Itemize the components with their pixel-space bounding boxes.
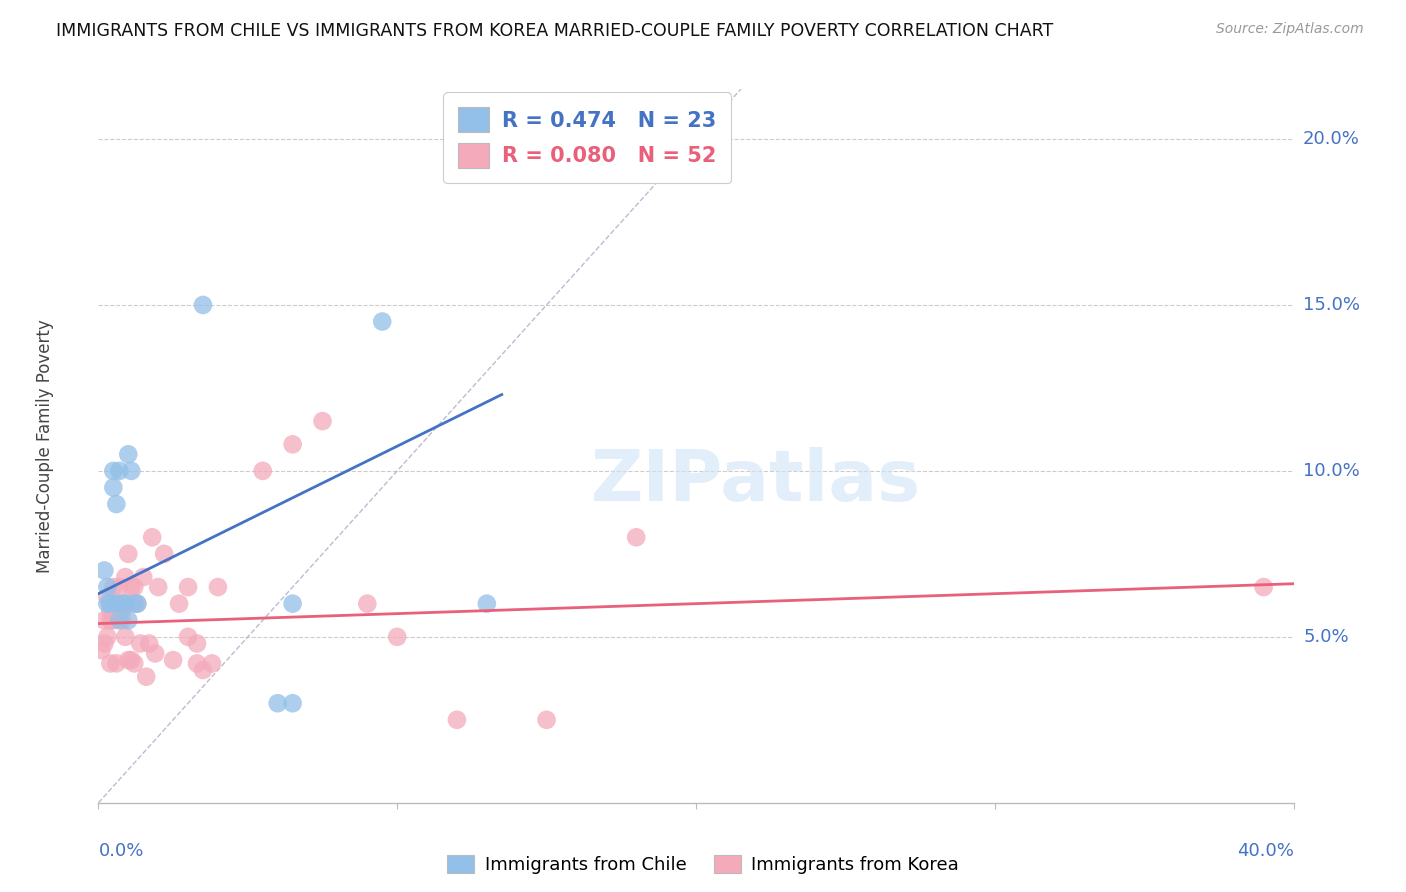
Text: ZIPatlas: ZIPatlas — [591, 447, 921, 516]
Point — [117, 447, 139, 461]
Point — [191, 663, 214, 677]
Point — [120, 653, 142, 667]
Point — [267, 696, 290, 710]
Point — [148, 580, 170, 594]
Point — [120, 580, 142, 594]
Point — [103, 464, 125, 478]
Point — [117, 547, 139, 561]
Point — [111, 597, 134, 611]
Text: 0.0%: 0.0% — [98, 842, 143, 860]
Point — [103, 481, 125, 495]
Point — [105, 597, 128, 611]
Point — [117, 653, 139, 667]
Text: 20.0%: 20.0% — [1303, 130, 1360, 148]
Point — [124, 597, 146, 611]
Point — [120, 464, 142, 478]
Point — [129, 636, 152, 650]
Point — [446, 713, 468, 727]
Point — [108, 613, 131, 627]
Point — [105, 597, 128, 611]
Point — [124, 580, 146, 594]
Point — [371, 314, 394, 328]
Point — [141, 530, 163, 544]
Point — [96, 597, 118, 611]
Point — [108, 464, 131, 478]
Text: 15.0%: 15.0% — [1303, 296, 1360, 314]
Point — [103, 580, 125, 594]
Text: Source: ZipAtlas.com: Source: ZipAtlas.com — [1216, 22, 1364, 37]
Legend: R = 0.474   N = 23, R = 0.080   N = 52: R = 0.474 N = 23, R = 0.080 N = 52 — [443, 93, 731, 183]
Point — [167, 597, 190, 611]
Point — [114, 597, 136, 611]
Point — [177, 630, 200, 644]
Point — [103, 613, 125, 627]
Point — [475, 597, 498, 611]
Point — [114, 597, 136, 611]
Point — [536, 713, 558, 727]
Point — [98, 657, 122, 671]
Text: 40.0%: 40.0% — [1237, 842, 1294, 860]
Point — [114, 570, 136, 584]
Point — [114, 630, 136, 644]
Point — [186, 657, 208, 671]
Point — [207, 580, 229, 594]
Point — [252, 464, 274, 478]
Text: Married-Couple Family Poverty: Married-Couple Family Poverty — [35, 319, 53, 573]
Point — [96, 590, 118, 604]
Point — [93, 564, 115, 578]
Point — [124, 657, 146, 671]
Point — [132, 570, 155, 584]
Point — [1253, 580, 1275, 594]
Point — [281, 437, 304, 451]
Point — [281, 696, 304, 710]
Point — [311, 414, 333, 428]
Point — [111, 603, 134, 617]
Point — [117, 613, 139, 627]
Point — [143, 647, 166, 661]
Point — [624, 530, 647, 544]
Point — [93, 613, 115, 627]
Point — [93, 636, 115, 650]
Point — [127, 597, 149, 611]
Point — [96, 630, 118, 644]
Legend: Immigrants from Chile, Immigrants from Korea: Immigrants from Chile, Immigrants from K… — [447, 855, 959, 874]
Point — [162, 653, 184, 667]
Point — [111, 613, 134, 627]
Point — [191, 298, 214, 312]
Point — [186, 636, 208, 650]
Point — [138, 636, 160, 650]
Text: 10.0%: 10.0% — [1303, 462, 1360, 480]
Point — [177, 580, 200, 594]
Point — [135, 670, 157, 684]
Point — [96, 580, 118, 594]
Point — [90, 643, 112, 657]
Point — [385, 630, 409, 644]
Point — [281, 597, 304, 611]
Point — [108, 607, 131, 621]
Text: 5.0%: 5.0% — [1303, 628, 1348, 646]
Text: IMMIGRANTS FROM CHILE VS IMMIGRANTS FROM KOREA MARRIED-COUPLE FAMILY POVERTY COR: IMMIGRANTS FROM CHILE VS IMMIGRANTS FROM… — [56, 22, 1053, 40]
Point — [105, 497, 128, 511]
Point — [201, 657, 224, 671]
Point — [98, 597, 122, 611]
Point — [356, 597, 378, 611]
Point — [105, 657, 128, 671]
Point — [108, 580, 131, 594]
Point — [153, 547, 176, 561]
Point — [127, 597, 149, 611]
Point — [98, 603, 122, 617]
Point — [98, 613, 122, 627]
